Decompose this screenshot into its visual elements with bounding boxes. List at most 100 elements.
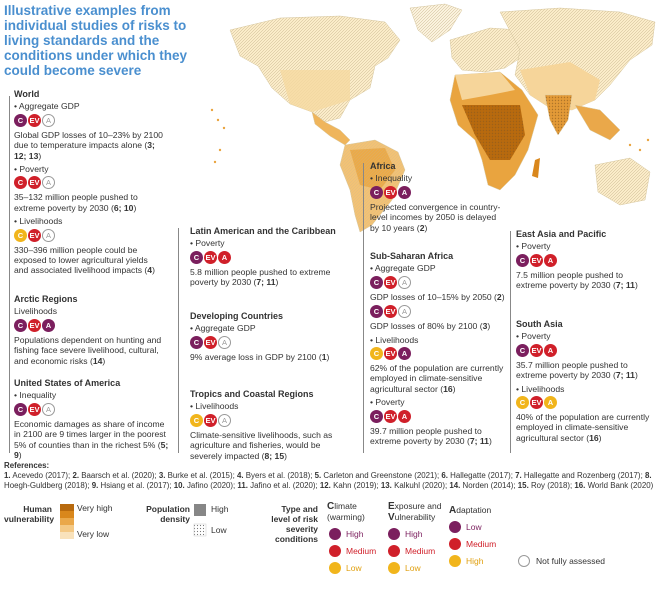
legend-label: Low [346,563,362,573]
reference-text: Byers et al. (2018); [243,471,315,480]
risk-circles: C EV A [516,253,654,268]
item-label: • Poverty [370,397,405,408]
reference-text: Baarsch et al. (2020); [79,471,159,480]
legend-label: High [346,529,364,539]
reference-number: 12. [319,481,331,490]
item-label: • Poverty [190,238,225,249]
region-latin-america: Latin American and the Caribbean • Pover… [190,226,355,288]
item-label: • Livelihoods [14,216,63,227]
reference-number: 15. [517,481,529,490]
ev-circle: EV [384,347,397,361]
vulnerability-low-label: Very low [77,529,110,539]
legend: Human vulnerability Very high Very low P… [0,500,657,600]
a-circle: A [544,253,557,267]
reference-text: Jafino et al. (2020); [247,481,320,490]
c-circle: C [516,396,529,410]
a-circle: A [218,250,231,264]
region-developing-countries: Developing Countries • Aggregate GDP C EV… [190,311,355,362]
region-heading: United States of America [14,378,121,388]
item: • Aggregate GDP C EV A Global GDP losses o… [14,101,164,161]
a-circle: A [398,409,411,423]
climate-legend-title: Climate (warming) [327,501,365,522]
legend-label: Low [405,563,421,573]
vulnerability-swatch [60,518,74,525]
region-heading: Arctic Regions [14,294,78,304]
item-label: • Aggregate GDP [370,263,436,274]
item-label: Livelihoods [14,306,57,317]
a-circle: A [398,275,411,289]
item-label: • Livelihoods [190,401,239,412]
legend-circle-ev-low [388,562,400,574]
item-desc: Projected convergence in country-level i… [370,201,501,233]
legend-circle-adaptation-low [449,521,461,533]
reference-text: Roy (2018); [528,481,575,490]
item-desc: 35.7 million people pushed to extreme po… [516,359,638,381]
legend-label: High [466,556,484,566]
references: References: 1. Acevedo (2017); 2. Baarsc… [4,461,654,491]
item-desc: GDP losses of 10–15% by 2050 (2) [370,291,505,302]
legend-circle-adaptation-high [449,555,461,567]
risk-circles: C EV A [516,343,654,358]
legend-label: Medium [405,546,436,556]
a-circle: A [398,347,411,361]
region-heading: Tropics and Coastal Regions [190,389,314,399]
region-heading: South Asia [516,319,563,329]
c-circle: C [14,113,27,127]
ev-circle: EV [384,275,397,289]
risk-circles: C EV A [190,413,350,428]
item-desc: 330–396 million people could be exposed … [14,244,155,276]
reference-number: 6. [441,471,448,480]
reference-number: 1. [4,471,11,480]
risk-circles: C EV A [516,396,654,410]
a-circle: A [544,396,557,410]
reference-number: 2. [72,471,80,480]
item-label: • Poverty [14,164,49,175]
region-africa: Africa • Inequality C EV A Projected conve… [370,161,505,233]
ev-circle: EV [384,185,397,199]
reference-text: World Bank (2020) [585,481,654,490]
item-desc: 39.7 million people pushed to extreme po… [370,425,492,447]
risk-circles: C EV A [190,335,355,350]
legend-circle-not-assessed [518,555,530,567]
ev-circle: EV [530,396,543,410]
item-desc: 5.8 million people pushed to extreme pov… [190,266,331,288]
severity-legend-title: Type and level of risk severity conditio… [271,504,318,544]
a-circle: A [398,305,411,319]
c-circle: C [14,176,27,190]
risk-circles: C EV A [370,347,505,361]
southeast-asia-shape [574,104,621,141]
ev-circle: EV [384,409,397,423]
reference-number: 16. [574,481,586,490]
item-desc: 62% of the population are currently empl… [370,363,504,394]
adaptation-legend-title: Adaptation [449,505,492,516]
item-desc: 35–132 million people pushed to extreme … [14,192,138,213]
item-desc: Global GDP losses of 10–23% by 2100 due … [14,129,163,161]
connector-line [363,163,364,453]
legend-circle-ev-medium [388,545,400,557]
item-desc: 9% average loss in GDP by 2100 (1) [190,351,330,362]
risk-circles: C EV A [370,305,505,319]
a-circle: A [42,318,55,332]
ev-legend-title: Exposure and Vulnerability [388,501,442,523]
c-circle: C [190,413,203,427]
references-title: References: [4,461,50,470]
ev-circle: EV [28,176,41,190]
c-circle: C [190,335,203,349]
ev-circle: EV [204,413,217,427]
region-tropics: Tropics and Coastal Regions • Livelihood… [190,389,350,461]
item: • Livelihoods C EV A 62% of the population… [370,335,505,395]
reference-number: 4. [236,471,244,480]
reference-number: 7. [515,471,522,480]
risk-circles: C EV A [190,250,355,265]
c-circle: C [516,253,529,267]
vulnerability-swatch [60,525,74,532]
item-desc: Economic damages as share of income in 2… [14,418,169,461]
item: • Poverty C EV A 35–132 million people pus… [14,164,164,213]
reference-text: Kahn (2019); [330,481,381,490]
a-circle: A [42,402,55,416]
a-circle: A [42,176,55,190]
item-label: • Poverty [516,241,551,252]
a-circle: A [42,228,55,242]
reference-number: 11. [237,481,248,490]
